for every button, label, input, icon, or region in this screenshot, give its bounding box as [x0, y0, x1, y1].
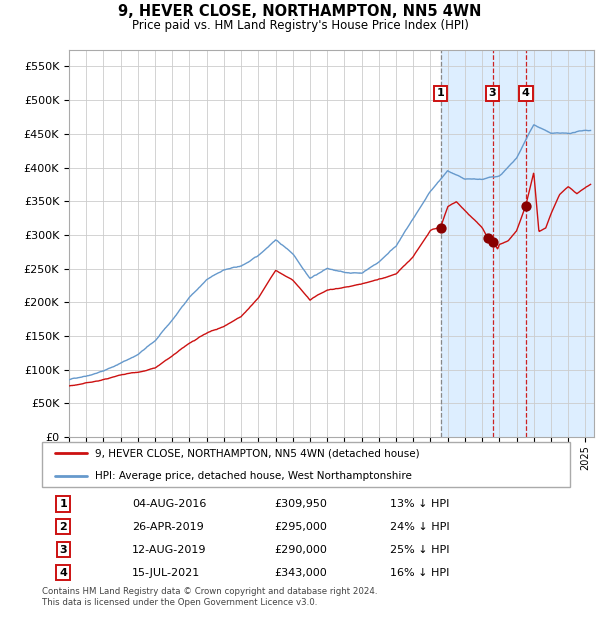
Text: £309,950: £309,950 — [274, 498, 327, 509]
Text: 3: 3 — [59, 544, 67, 555]
Text: 15-JUL-2021: 15-JUL-2021 — [132, 567, 200, 578]
Text: £343,000: £343,000 — [274, 567, 327, 578]
Point — [436, 223, 445, 233]
Point — [521, 201, 530, 211]
Text: 4: 4 — [522, 89, 530, 99]
Text: This data is licensed under the Open Government Licence v3.0.: This data is licensed under the Open Gov… — [42, 598, 317, 608]
Text: 04-AUG-2016: 04-AUG-2016 — [132, 498, 206, 509]
FancyBboxPatch shape — [42, 442, 570, 487]
Text: 2: 2 — [59, 521, 67, 532]
Text: 1: 1 — [437, 89, 445, 99]
Text: Price paid vs. HM Land Registry's House Price Index (HPI): Price paid vs. HM Land Registry's House … — [131, 19, 469, 32]
Point — [488, 237, 497, 247]
Point — [483, 233, 493, 243]
Text: 9, HEVER CLOSE, NORTHAMPTON, NN5 4WN: 9, HEVER CLOSE, NORTHAMPTON, NN5 4WN — [118, 4, 482, 19]
Text: £295,000: £295,000 — [274, 521, 327, 532]
Text: 1: 1 — [59, 498, 67, 509]
Bar — [440, 50, 594, 437]
Text: 4: 4 — [59, 567, 67, 578]
Text: £290,000: £290,000 — [274, 544, 327, 555]
Text: 24% ↓ HPI: 24% ↓ HPI — [391, 521, 450, 532]
Text: 3: 3 — [489, 89, 496, 99]
Text: HPI: Average price, detached house, West Northamptonshire: HPI: Average price, detached house, West… — [95, 471, 412, 480]
Text: 26-APR-2019: 26-APR-2019 — [132, 521, 203, 532]
Text: 16% ↓ HPI: 16% ↓ HPI — [391, 567, 450, 578]
Text: 25% ↓ HPI: 25% ↓ HPI — [391, 544, 450, 555]
Text: Contains HM Land Registry data © Crown copyright and database right 2024.: Contains HM Land Registry data © Crown c… — [42, 587, 377, 596]
Text: 9, HEVER CLOSE, NORTHAMPTON, NN5 4WN (detached house): 9, HEVER CLOSE, NORTHAMPTON, NN5 4WN (de… — [95, 448, 419, 458]
Text: 13% ↓ HPI: 13% ↓ HPI — [391, 498, 450, 509]
Text: 12-AUG-2019: 12-AUG-2019 — [132, 544, 206, 555]
